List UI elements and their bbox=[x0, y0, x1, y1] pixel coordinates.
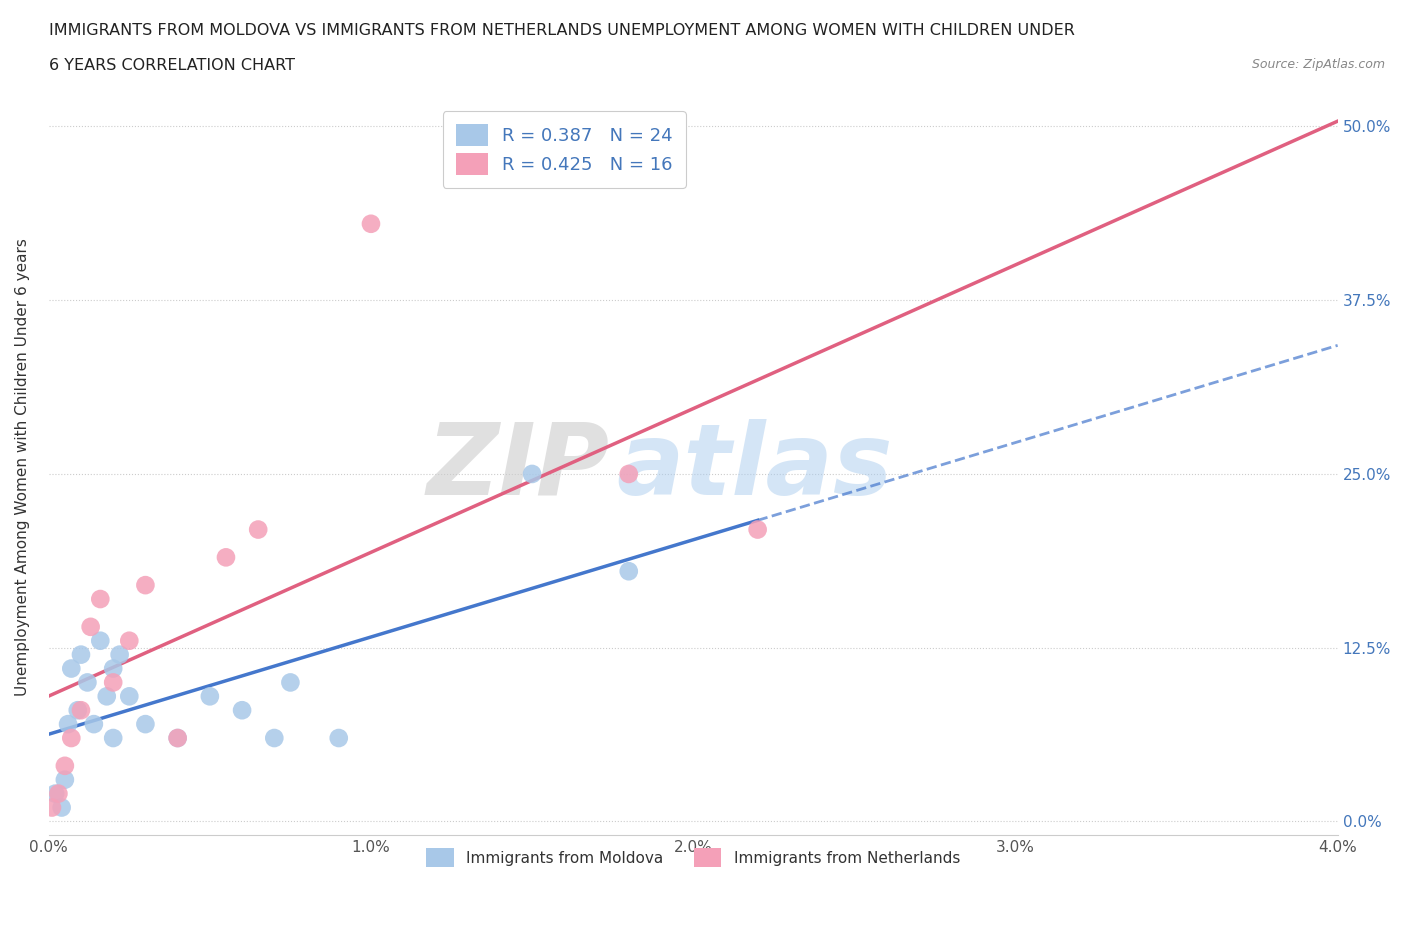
Point bbox=[280, 675, 302, 690]
Point bbox=[103, 675, 125, 690]
Point bbox=[53, 758, 76, 773]
Point bbox=[60, 661, 83, 676]
Point bbox=[66, 703, 89, 718]
Point bbox=[166, 731, 188, 746]
Y-axis label: Unemployment Among Women with Children Under 6 years: Unemployment Among Women with Children U… bbox=[15, 238, 30, 696]
Text: IMMIGRANTS FROM MOLDOVA VS IMMIGRANTS FROM NETHERLANDS UNEMPLOYMENT AMONG WOMEN : IMMIGRANTS FROM MOLDOVA VS IMMIGRANTS FR… bbox=[49, 23, 1076, 38]
Point bbox=[44, 786, 66, 801]
Point bbox=[118, 689, 141, 704]
Point bbox=[56, 717, 79, 732]
Point bbox=[60, 731, 83, 746]
Legend: Immigrants from Moldova, Immigrants from Netherlands: Immigrants from Moldova, Immigrants from… bbox=[415, 836, 972, 879]
Point bbox=[263, 731, 285, 746]
Point bbox=[48, 786, 70, 801]
Point bbox=[51, 800, 73, 815]
Point bbox=[247, 522, 270, 537]
Point bbox=[231, 703, 253, 718]
Point bbox=[89, 633, 111, 648]
Point bbox=[41, 800, 63, 815]
Point bbox=[70, 647, 93, 662]
Point bbox=[89, 591, 111, 606]
Point bbox=[134, 578, 156, 592]
Point bbox=[103, 661, 125, 676]
Point bbox=[118, 633, 141, 648]
Point bbox=[360, 217, 382, 232]
Point bbox=[520, 467, 543, 482]
Point bbox=[617, 467, 640, 482]
Point bbox=[134, 717, 156, 732]
Text: Source: ZipAtlas.com: Source: ZipAtlas.com bbox=[1251, 58, 1385, 71]
Point bbox=[108, 647, 131, 662]
Point bbox=[96, 689, 118, 704]
Point bbox=[103, 731, 125, 746]
Point bbox=[79, 619, 101, 634]
Point bbox=[70, 703, 93, 718]
Point bbox=[215, 550, 238, 565]
Point bbox=[328, 731, 350, 746]
Point bbox=[53, 772, 76, 787]
Point bbox=[747, 522, 769, 537]
Point bbox=[617, 564, 640, 578]
Text: atlas: atlas bbox=[616, 418, 893, 515]
Point bbox=[198, 689, 221, 704]
Point bbox=[166, 731, 188, 746]
Point bbox=[83, 717, 105, 732]
Text: 6 YEARS CORRELATION CHART: 6 YEARS CORRELATION CHART bbox=[49, 58, 295, 73]
Point bbox=[76, 675, 98, 690]
Text: ZIP: ZIP bbox=[426, 418, 609, 515]
